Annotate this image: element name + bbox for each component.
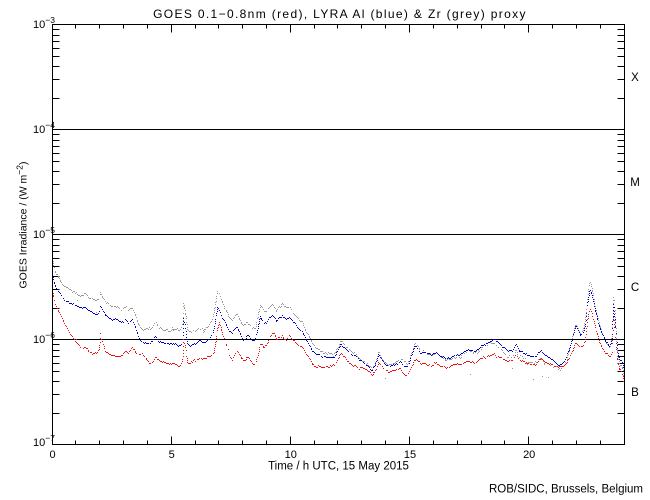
- svg-text:ROB/SIDC, Brussels, Belgium: ROB/SIDC, Brussels, Belgium: [489, 484, 643, 496]
- svg-text:X: X: [631, 72, 639, 84]
- svg-text:B: B: [631, 387, 639, 399]
- svg-text:10: 10: [285, 449, 297, 461]
- svg-text:15: 15: [404, 449, 416, 461]
- svg-text:0: 0: [49, 449, 55, 461]
- svg-text:Time / h UTC, 15 May 2015: Time / h UTC, 15 May 2015: [268, 461, 409, 473]
- svg-text:C: C: [631, 282, 639, 294]
- svg-text:20: 20: [523, 449, 535, 461]
- svg-text:5: 5: [169, 449, 175, 461]
- svg-text:GOES Irradiance / (W m−2): GOES Irradiance / (W m−2): [15, 162, 30, 289]
- svg-text:M: M: [630, 177, 640, 189]
- svg-text:GOES 0.1−0.8nm (red), LYRA Al: GOES 0.1−0.8nm (red), LYRA Al (blue) & Z…: [153, 7, 527, 21]
